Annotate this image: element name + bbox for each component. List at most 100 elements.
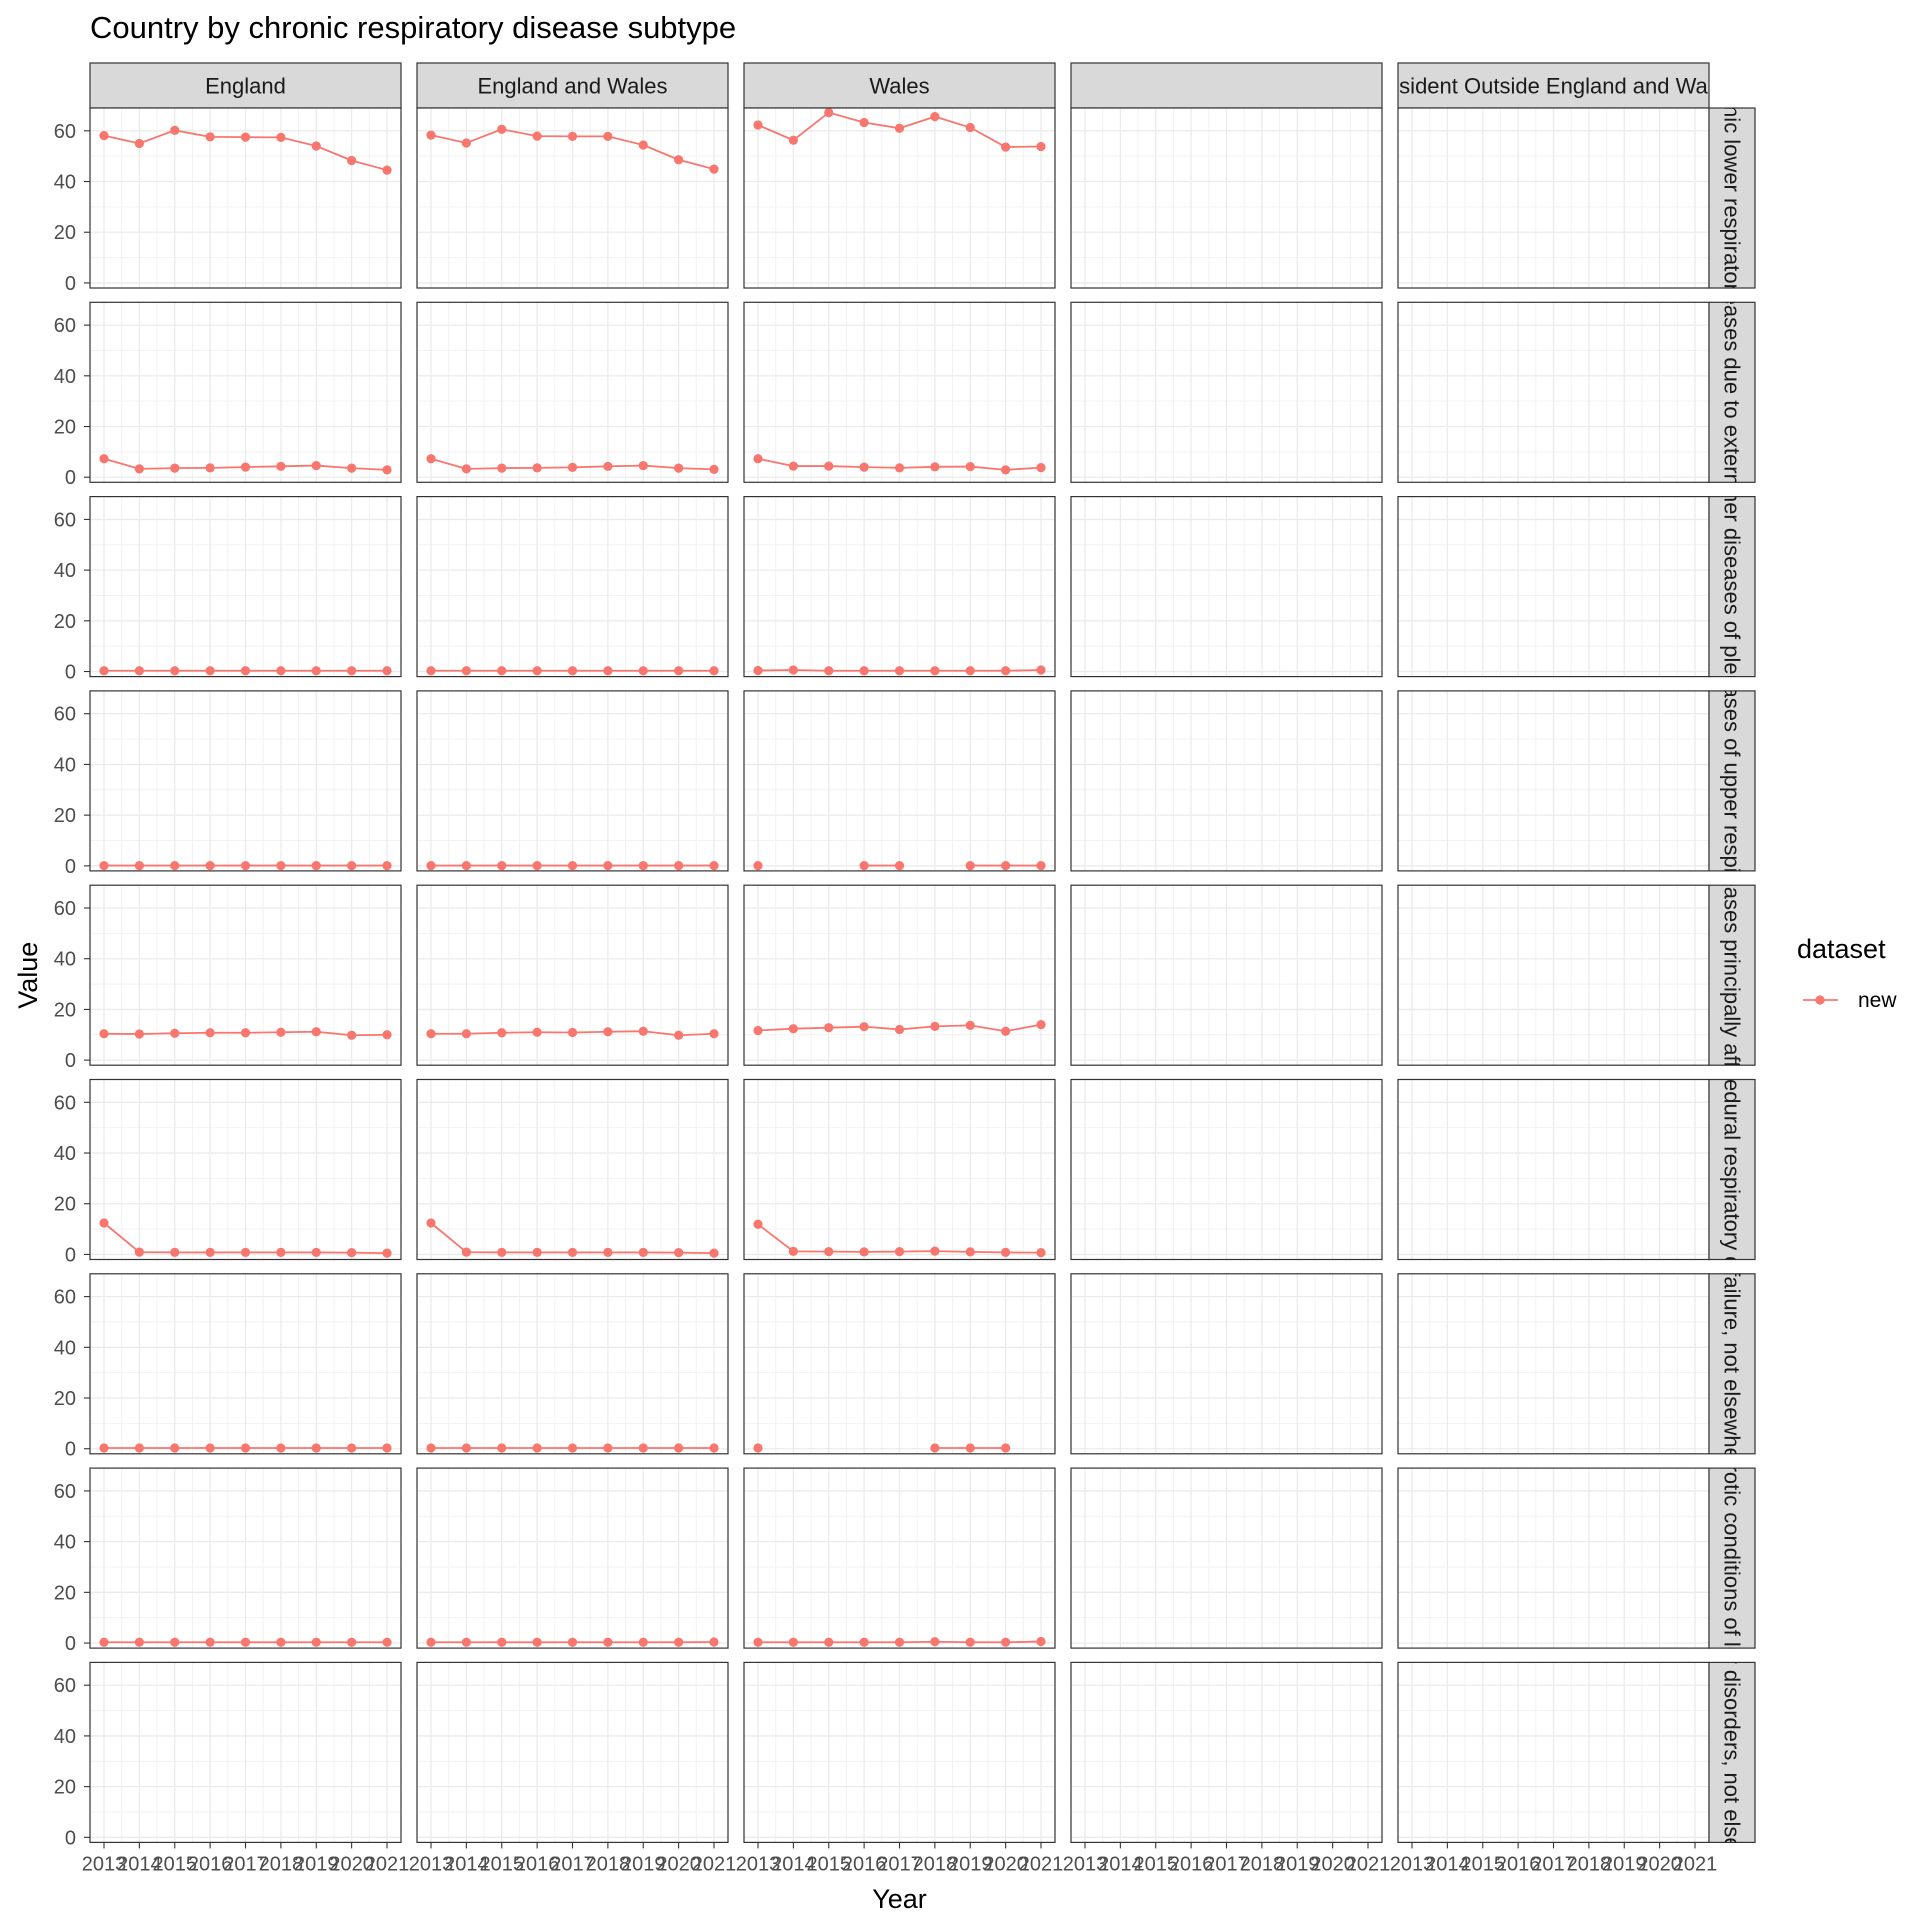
data-point bbox=[824, 1247, 833, 1256]
y-tick-label: 40 bbox=[54, 1337, 76, 1359]
y-tick-label: 40 bbox=[54, 1143, 76, 1165]
data-point bbox=[1036, 1248, 1045, 1257]
data-point bbox=[639, 861, 648, 870]
y-tick-label: 40 bbox=[54, 754, 76, 776]
data-point bbox=[674, 666, 683, 675]
data-point bbox=[312, 1638, 321, 1647]
data-point bbox=[312, 1443, 321, 1452]
data-point bbox=[1036, 1637, 1045, 1646]
data-point bbox=[895, 1247, 904, 1256]
data-point bbox=[312, 666, 321, 675]
data-point bbox=[568, 1443, 577, 1452]
data-point bbox=[860, 118, 869, 127]
data-point bbox=[1036, 861, 1045, 870]
data-point bbox=[241, 1028, 250, 1037]
data-point bbox=[1036, 1020, 1045, 1029]
y-tick-label: 40 bbox=[54, 172, 76, 194]
data-point bbox=[312, 141, 321, 150]
column-strip-label: England bbox=[205, 74, 286, 99]
data-point bbox=[206, 1248, 215, 1257]
data-point bbox=[170, 464, 179, 473]
legend-title: dataset bbox=[1797, 934, 1886, 964]
data-point bbox=[426, 1218, 435, 1227]
data-point bbox=[709, 1637, 718, 1646]
data-point bbox=[533, 861, 542, 870]
column-strip bbox=[1071, 63, 1382, 108]
data-point bbox=[895, 861, 904, 870]
data-point bbox=[568, 1248, 577, 1257]
data-point bbox=[603, 666, 612, 675]
data-point bbox=[170, 1248, 179, 1257]
data-point bbox=[603, 462, 612, 471]
data-point bbox=[276, 1638, 285, 1647]
data-point bbox=[382, 465, 391, 474]
data-point bbox=[347, 666, 356, 675]
data-point bbox=[206, 463, 215, 472]
y-tick-label: 60 bbox=[54, 704, 76, 726]
data-point bbox=[966, 1021, 975, 1030]
data-point bbox=[639, 1027, 648, 1036]
data-point bbox=[1001, 1443, 1010, 1452]
data-point bbox=[603, 132, 612, 141]
data-point bbox=[276, 462, 285, 471]
data-point bbox=[312, 1027, 321, 1036]
data-point bbox=[382, 1638, 391, 1647]
y-tick-label: 0 bbox=[65, 662, 76, 684]
data-point bbox=[895, 463, 904, 472]
data-point bbox=[639, 1638, 648, 1647]
data-point bbox=[99, 131, 108, 140]
y-tick-label: 0 bbox=[65, 467, 76, 489]
data-point bbox=[603, 1638, 612, 1647]
data-point bbox=[966, 1638, 975, 1647]
y-tick-label: 20 bbox=[54, 1582, 76, 1604]
y-tick-label: 0 bbox=[65, 856, 76, 878]
data-point bbox=[426, 1443, 435, 1452]
data-point bbox=[789, 1638, 798, 1647]
data-point bbox=[135, 666, 144, 675]
chart-title: Country by chronic respiratory disease s… bbox=[90, 10, 736, 45]
data-point bbox=[462, 1638, 471, 1647]
data-point bbox=[382, 1249, 391, 1258]
data-point bbox=[170, 666, 179, 675]
x-tick-label: 2021 bbox=[1673, 1853, 1718, 1875]
data-point bbox=[639, 461, 648, 470]
data-point bbox=[1036, 463, 1045, 472]
data-point bbox=[824, 108, 833, 117]
data-point bbox=[347, 156, 356, 165]
x-axis-title: Year bbox=[872, 1884, 927, 1914]
data-point bbox=[966, 666, 975, 675]
y-tick-label: 20 bbox=[54, 1194, 76, 1216]
data-point bbox=[241, 133, 250, 142]
data-point bbox=[99, 666, 108, 675]
data-point bbox=[860, 1638, 869, 1647]
data-point bbox=[753, 1026, 762, 1035]
data-point bbox=[276, 861, 285, 870]
y-axis-title: Value bbox=[13, 942, 43, 1009]
data-point bbox=[895, 666, 904, 675]
data-point bbox=[497, 464, 506, 473]
data-point bbox=[382, 166, 391, 175]
data-point bbox=[709, 861, 718, 870]
column-strip-label-group: England bbox=[205, 74, 286, 99]
data-point bbox=[639, 140, 648, 149]
data-point bbox=[382, 861, 391, 870]
data-point bbox=[674, 1443, 683, 1452]
y-tick-label: 20 bbox=[54, 1388, 76, 1410]
data-point bbox=[497, 125, 506, 134]
data-point bbox=[497, 1443, 506, 1452]
data-point bbox=[1001, 1248, 1010, 1257]
data-point bbox=[170, 1029, 179, 1038]
data-point bbox=[1001, 1638, 1010, 1647]
data-point bbox=[497, 1638, 506, 1647]
data-point bbox=[533, 1028, 542, 1037]
data-point bbox=[789, 1024, 798, 1033]
y-tick-label: 60 bbox=[54, 1287, 76, 1309]
y-tick-label: 20 bbox=[54, 805, 76, 827]
data-point bbox=[568, 861, 577, 870]
data-point bbox=[709, 666, 718, 675]
data-point bbox=[426, 454, 435, 463]
data-point bbox=[860, 1247, 869, 1256]
data-point bbox=[753, 1220, 762, 1229]
y-tick-label: 60 bbox=[54, 121, 76, 143]
y-tick-label: 60 bbox=[54, 1675, 76, 1697]
